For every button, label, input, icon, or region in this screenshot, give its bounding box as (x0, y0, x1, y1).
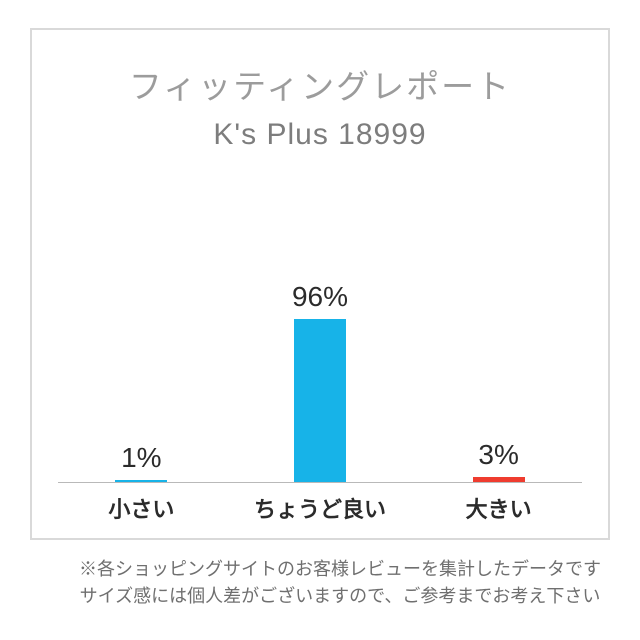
chart-panel: フィッティングレポート K's Plus 18999 1% 96% 3% 小さいちょ… (30, 28, 610, 540)
category-label: 大きい (409, 492, 588, 524)
bar-value-label: 96% (292, 281, 348, 313)
category-labels-row: 小さいちょうど良い大きい (52, 492, 588, 524)
bar (294, 319, 346, 482)
category-label: 小さい (52, 492, 231, 524)
bar-value-label: 3% (478, 439, 518, 471)
bar-value-label: 1% (121, 442, 161, 474)
bar-col: 1% (52, 442, 231, 482)
bar-chart: 1% 96% 3% 小さいちょうど良い大きい (52, 162, 588, 538)
bar-col: 96% (231, 281, 410, 482)
figure-root: フィッティングレポート K's Plus 18999 1% 96% 3% 小さいちょ… (0, 0, 640, 640)
product-name: K's Plus 18999 (213, 118, 426, 152)
bars-row: 1% 96% 3% (52, 242, 588, 482)
x-axis-line (58, 482, 582, 483)
bar-col: 3% (409, 439, 588, 482)
report-title: フィッティングレポート (129, 60, 511, 108)
category-label: ちょうど良い (231, 492, 410, 524)
footnote-line-2: サイズ感には個人差がございますので、ご参考までお考え下さい (80, 586, 601, 606)
footnote-line-1: ※各ショッピングサイトのお客様レビューを集計したデータです (79, 559, 601, 579)
footnote: ※各ショッピングサイトのお客様レビューを集計したデータです サイズ感には個人差が… (30, 556, 610, 610)
